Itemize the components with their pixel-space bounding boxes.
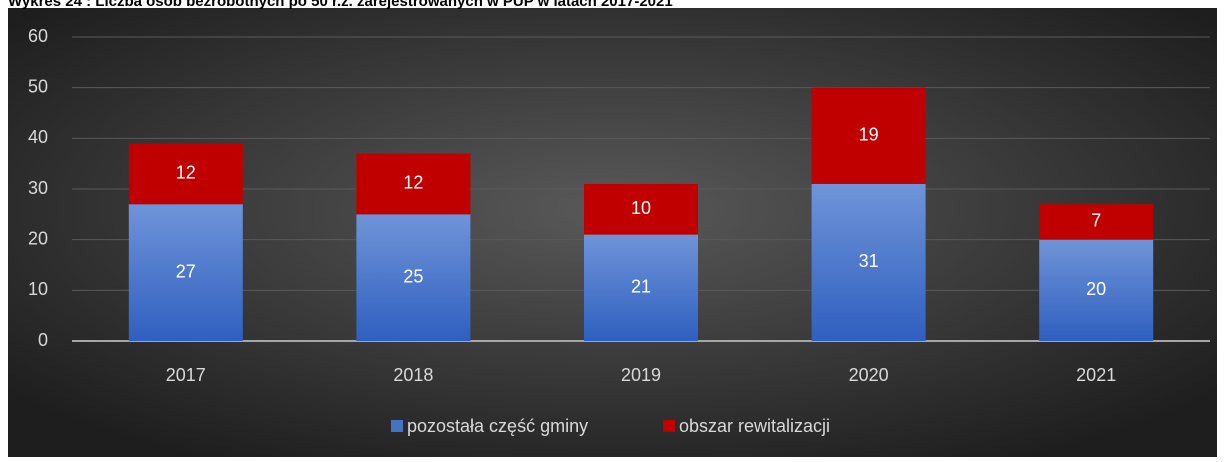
bar-segment: [1039, 239, 1154, 341]
x-tick-label: 2018: [393, 365, 433, 385]
bar-segment: [356, 153, 471, 215]
bar-segment: [584, 183, 698, 235]
data-label: 10: [631, 198, 651, 218]
x-tick-label: 2017: [166, 365, 206, 385]
data-label: 25: [403, 266, 423, 286]
y-tick-label: 40: [28, 127, 48, 147]
y-tick-label: 30: [28, 178, 48, 198]
x-tick-label: 2021: [1076, 365, 1116, 385]
chart-title: Wykres 24 : Liczba osób bezrobotnych po …: [8, 0, 673, 10]
data-label: 12: [403, 173, 423, 193]
y-tick-label: 20: [28, 228, 48, 248]
bar-segment: [1039, 204, 1154, 240]
data-label: 27: [176, 261, 196, 281]
y-tick-label: 60: [28, 26, 48, 46]
bar-segment: [128, 143, 243, 205]
data-label: 7: [1091, 211, 1101, 231]
bar-segment: [584, 234, 698, 341]
data-label: 19: [859, 125, 879, 145]
data-label: 21: [631, 277, 651, 297]
data-label: 31: [859, 251, 879, 271]
bar-segment: [128, 204, 243, 341]
bar-segment: [811, 183, 926, 341]
x-tick-label: 2019: [621, 365, 661, 385]
y-tick-label: 50: [28, 76, 48, 96]
bar-segment: [811, 87, 926, 184]
legend-swatch: [663, 420, 675, 432]
legend-label: pozostała część gminy: [407, 416, 588, 436]
legend-swatch: [391, 420, 403, 432]
bar-segment: [356, 214, 471, 341]
x-tick-label: 2020: [849, 365, 889, 385]
y-tick-label: 10: [28, 279, 48, 299]
legend-label: obszar rewitalizacji: [679, 416, 830, 436]
data-label: 20: [1086, 279, 1106, 299]
data-label: 12: [176, 163, 196, 183]
y-tick-label: 0: [38, 330, 48, 350]
